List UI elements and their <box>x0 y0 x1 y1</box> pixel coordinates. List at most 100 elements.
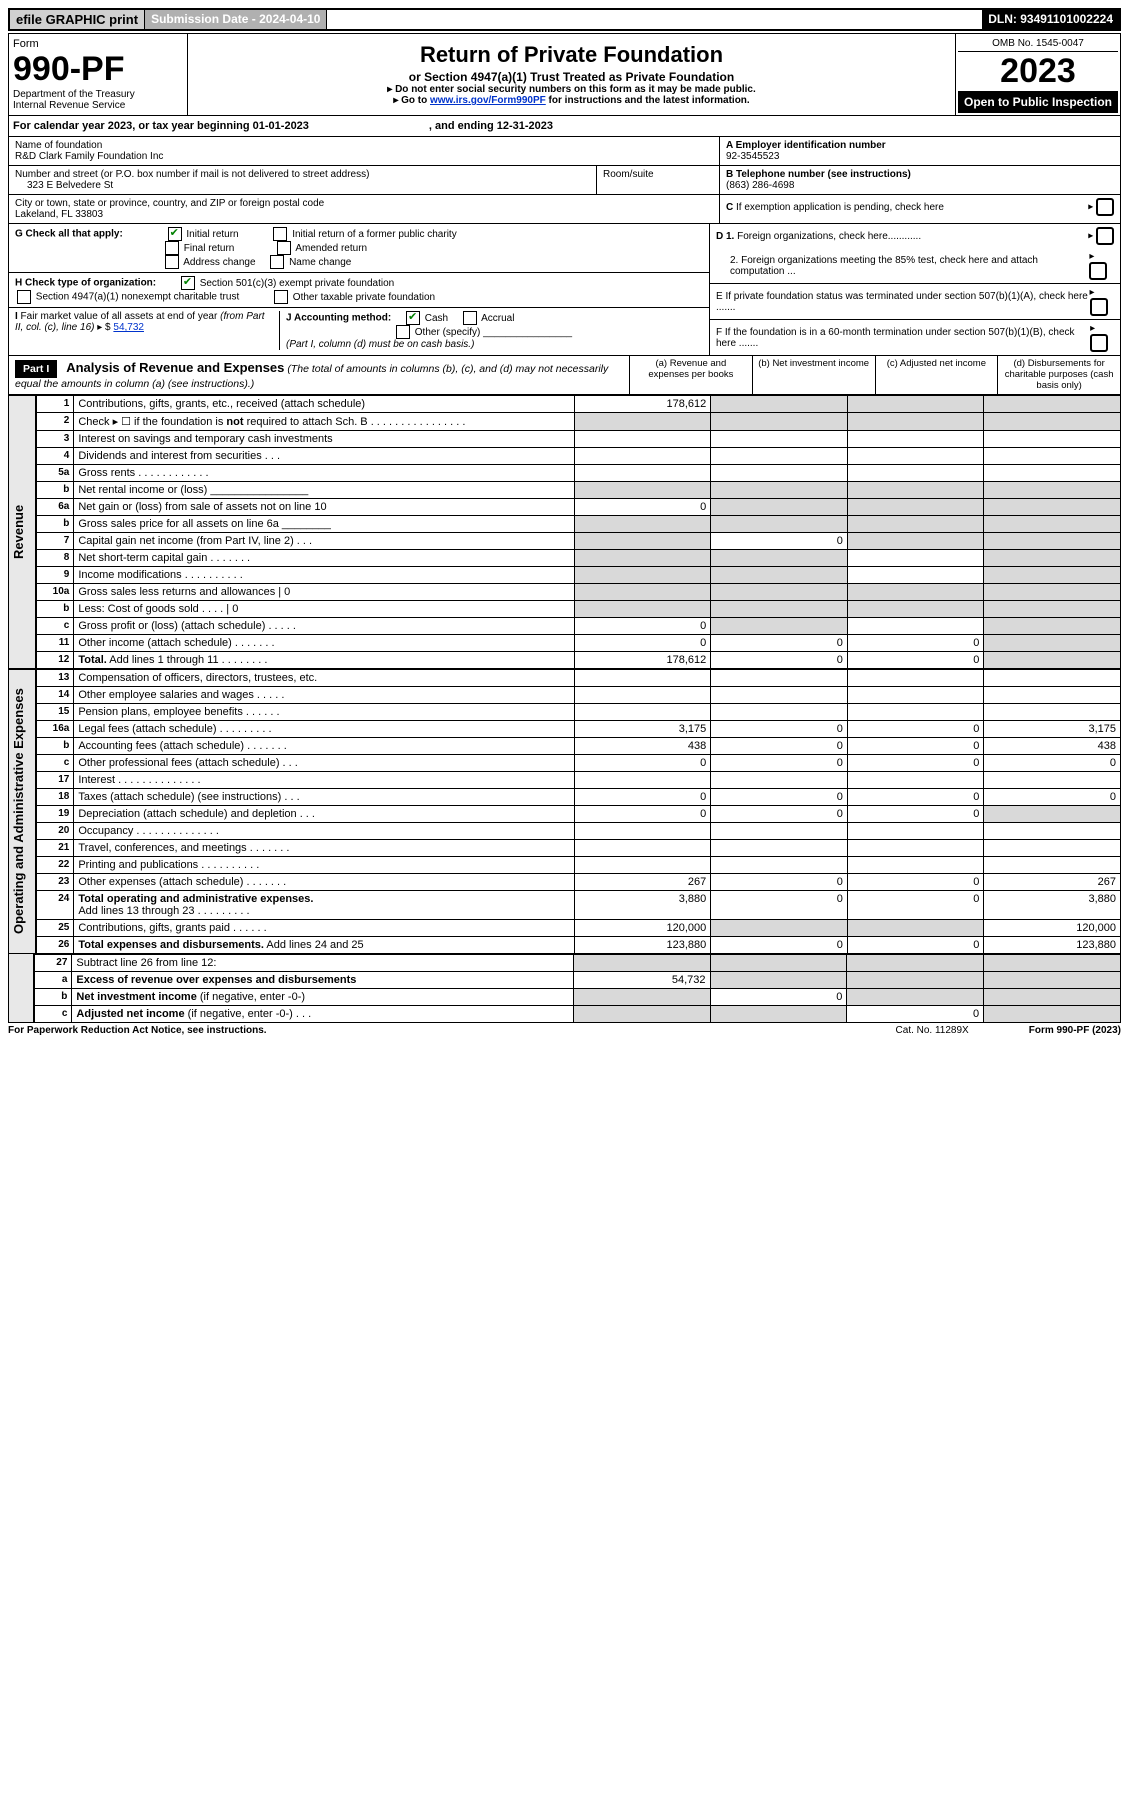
table-row: 24Total operating and administrative exp… <box>37 891 1121 920</box>
c-checkbox[interactable] <box>1096 198 1114 216</box>
line-number: 23 <box>37 874 74 891</box>
line-number: 2 <box>37 413 74 431</box>
name-change-chk[interactable] <box>270 255 284 269</box>
line-number: 21 <box>37 840 74 857</box>
value-cell <box>711 482 848 499</box>
value-cell <box>574 772 711 789</box>
line-desc: Net investment income (if negative, ente… <box>72 989 573 1006</box>
amended-return-chk[interactable] <box>277 241 291 255</box>
value-cell <box>847 465 984 482</box>
line-desc: Printing and publications . . . . . . . … <box>74 857 574 874</box>
value-cell: 3,880 <box>574 891 711 920</box>
value-cell <box>711 920 848 937</box>
fmv-value[interactable]: 54,732 <box>113 322 144 333</box>
value-cell: 0 <box>711 755 848 772</box>
part1-badge: Part I <box>15 360 57 378</box>
value-cell <box>847 448 984 465</box>
value-cell <box>847 857 984 874</box>
table-row: 6aNet gain or (loss) from sale of assets… <box>37 499 1121 516</box>
j-note: (Part I, column (d) must be on cash basi… <box>286 339 474 350</box>
line-number: 27 <box>35 955 72 972</box>
line-number: 3 <box>37 431 74 448</box>
value-cell: 267 <box>574 874 711 891</box>
line-desc: Legal fees (attach schedule) . . . . . .… <box>74 721 574 738</box>
value-cell <box>574 431 711 448</box>
table-row: 13Compensation of officers, directors, t… <box>37 670 1121 687</box>
c-label: If exemption application is pending, che… <box>736 202 944 213</box>
efile-label[interactable]: efile GRAPHIC print <box>10 10 145 29</box>
line-desc: Occupancy . . . . . . . . . . . . . . <box>74 823 574 840</box>
d2-row: 2. Foreign organizations meeting the 85%… <box>710 248 1120 283</box>
header-left: Form 990-PF Department of the Treasury I… <box>9 34 188 115</box>
value-cell <box>711 840 848 857</box>
value-cell <box>574 584 711 601</box>
h-row: H Check type of organization: Section 50… <box>9 272 709 307</box>
expenses-side-label: Operating and Administrative Expenses <box>8 669 36 954</box>
initial-return-chk[interactable] <box>168 227 182 241</box>
value-cell <box>847 823 984 840</box>
e-chk[interactable] <box>1090 298 1108 316</box>
accrual-chk[interactable] <box>463 311 477 325</box>
line-number: 17 <box>37 772 74 789</box>
cat-no: Cat. No. 11289X <box>896 1025 969 1036</box>
value-cell <box>847 584 984 601</box>
value-cell <box>574 857 711 874</box>
line-desc: Subtract line 26 from line 12: <box>72 955 573 972</box>
line-desc: Accounting fees (attach schedule) . . . … <box>74 738 574 755</box>
value-cell <box>574 533 711 550</box>
cash-chk[interactable] <box>406 311 420 325</box>
table-row: 7Capital gain net income (from Part IV, … <box>37 533 1121 550</box>
name-label: Name of foundation <box>15 140 102 151</box>
addr-label: Number and street (or P.O. box number if… <box>15 169 369 180</box>
value-cell: 0 <box>847 738 984 755</box>
form990pf-link[interactable]: www.irs.gov/Form990PF <box>430 95 546 106</box>
h-label: H Check type of organization: <box>15 278 156 289</box>
d1-chk[interactable] <box>1096 227 1114 245</box>
g-label: G Check all that apply: <box>15 229 123 240</box>
value-cell <box>984 584 1121 601</box>
line-desc: Total operating and administrative expen… <box>74 891 574 920</box>
value-cell: 0 <box>847 874 984 891</box>
table-row: 14Other employee salaries and wages . . … <box>37 687 1121 704</box>
other-method-chk[interactable] <box>396 325 410 339</box>
line-desc: Dividends and interest from securities .… <box>74 448 574 465</box>
paperwork-notice: For Paperwork Reduction Act Notice, see … <box>8 1025 267 1036</box>
line-desc: Net short-term capital gain . . . . . . … <box>74 550 574 567</box>
final-return-chk[interactable] <box>165 241 179 255</box>
table-row: 3Interest on savings and temporary cash … <box>37 431 1121 448</box>
col-c-hdr: (c) Adjusted net income <box>875 356 998 394</box>
line-number: 11 <box>37 635 74 652</box>
value-cell: 0 <box>984 755 1121 772</box>
other-taxable-chk[interactable] <box>274 290 288 304</box>
dln: DLN: 93491101002224 <box>982 10 1119 29</box>
identification-block: Name of foundation R&D Clark Family Foun… <box>8 137 1121 224</box>
4947a1-chk[interactable] <box>17 290 31 304</box>
goto-note: ▸ Go to www.irs.gov/Form990PF for instru… <box>194 95 949 106</box>
value-cell <box>711 687 848 704</box>
value-cell <box>574 601 711 618</box>
f-chk[interactable] <box>1090 334 1108 352</box>
line-desc: Interest on savings and temporary cash i… <box>74 431 574 448</box>
value-cell <box>984 687 1121 704</box>
value-cell <box>574 465 711 482</box>
room-label: Room/suite <box>603 169 654 180</box>
line-desc: Net rental income or (loss) ____________… <box>74 482 574 499</box>
value-cell <box>984 857 1121 874</box>
dept-treasury: Department of the Treasury <box>13 89 183 100</box>
value-cell <box>711 413 848 431</box>
table-row: 2Check ▸ ☐ if the foundation is not requ… <box>37 413 1121 431</box>
value-cell <box>984 704 1121 721</box>
d2-chk[interactable] <box>1089 262 1107 280</box>
501c3-chk[interactable] <box>181 276 195 290</box>
address-change-chk[interactable] <box>165 255 179 269</box>
table-row: aExcess of revenue over expenses and dis… <box>35 972 1121 989</box>
value-cell <box>847 499 984 516</box>
table-row: bLess: Cost of goods sold . . . . | 0 <box>37 601 1121 618</box>
irs-label: Internal Revenue Service <box>13 100 183 111</box>
value-cell <box>847 533 984 550</box>
initial-former-chk[interactable] <box>273 227 287 241</box>
table-row: bNet investment income (if negative, ent… <box>35 989 1121 1006</box>
part1-title: Analysis of Revenue and Expenses <box>66 360 284 375</box>
value-cell <box>711 567 848 584</box>
value-cell <box>711 670 848 687</box>
